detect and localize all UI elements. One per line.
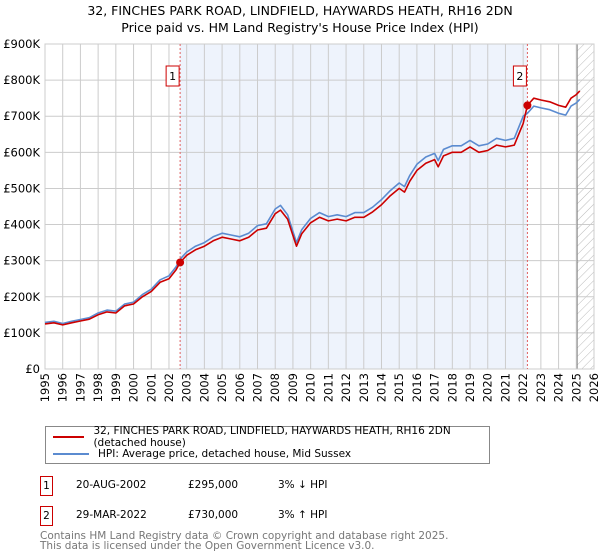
price-chart: 1995 1996 1997 1998 1999 2000 2001 2002 2003 2004… [3, 37, 600, 402]
x-tick-label: 1999 [109, 373, 123, 402]
sale-hpi-diff: 3% ↑ HPI [278, 509, 328, 521]
y-tick-label: £0 [25, 362, 40, 376]
x-tick-label: 2001 [144, 373, 158, 402]
x-tick-label: 2022 [516, 373, 530, 402]
x-tick-label: 2011 [321, 373, 335, 402]
legend-red-line [53, 436, 85, 438]
sale-label-box [165, 65, 180, 87]
x-tick-label: 2009 [286, 373, 300, 402]
y-tick-label: £500K [3, 181, 40, 195]
x-tick-label: 2024 [552, 373, 566, 402]
legend-hpi-label: HPI: Average price, detached house, Mid … [98, 448, 352, 460]
x-tick-label: 2008 [268, 373, 282, 402]
x-tick-label: 2020 [481, 373, 495, 402]
y-tick-label: £600K [3, 145, 40, 159]
chart-subtitle: Price paid vs. HM Land Registry's House … [121, 20, 479, 35]
future-hatched-region [577, 44, 594, 369]
x-tick-label: 2026 [587, 373, 600, 402]
sale-price: £295,000 [188, 479, 239, 491]
y-tick-label: £700K [3, 109, 40, 123]
x-tick-label: 2015 [392, 373, 406, 402]
x-tick-label: 2019 [463, 373, 477, 402]
x-tick-label: 2005 [215, 373, 229, 402]
x-tick-label: 1996 [56, 373, 70, 402]
sale-price: £730,000 [188, 509, 239, 521]
x-tick-label: 2014 [374, 373, 388, 402]
y-tick-label: £300K [3, 254, 40, 268]
x-tick-label: 2018 [445, 373, 459, 402]
y-tick-label: £200K [3, 290, 40, 304]
y-tick-label: £800K [3, 73, 40, 87]
sale-label: 1 [169, 70, 176, 83]
x-tick-label: 2017 [428, 373, 442, 402]
y-tick-label: £900K [3, 37, 40, 51]
y-tick-label: £100K [3, 326, 40, 340]
x-tick-label: 2003 [180, 373, 194, 402]
sale-label: 2 [516, 70, 523, 83]
sale-label-box [512, 65, 527, 87]
x-tick-label: 2004 [197, 373, 211, 402]
x-tick-label: 2010 [304, 373, 318, 402]
x-tick-label: 2002 [162, 373, 176, 402]
x-tick-label: 2007 [251, 373, 265, 402]
sale-date: 20-AUG-2002 [76, 479, 147, 491]
y-tick-label: £400K [3, 218, 40, 232]
x-tick-label: 2021 [498, 373, 512, 402]
x-tick-label: 2006 [233, 373, 247, 402]
footer-licence: This data is licensed under the Open Gov… [40, 540, 375, 552]
x-tick-label: 2016 [410, 373, 424, 402]
x-tick-label: 2023 [534, 373, 548, 402]
sale-badge: 2 [40, 506, 53, 526]
hpi-series-line [44, 98, 581, 325]
price-paid-series-line [44, 90, 581, 326]
x-tick-label: 2000 [127, 373, 141, 402]
footer-copyright: Contains HM Land Registry data © Crown c… [40, 530, 449, 542]
sale-row: 2 29-MAR-2022 £730,000 3% ↑ HPI [40, 506, 440, 526]
sale-point [523, 101, 532, 110]
x-tick-label: 1997 [73, 373, 87, 402]
x-tick-label: 1998 [91, 373, 105, 402]
ownership-period-shading [180, 44, 528, 369]
sale-row: 1 20-AUG-2002 £295,000 3% ↓ HPI [40, 476, 440, 496]
x-tick-label: 2025 [569, 373, 583, 402]
sale-date: 29-MAR-2022 [76, 509, 147, 521]
plot-border [44, 43, 595, 370]
sale-point [176, 258, 185, 267]
sale-hpi-diff: 3% ↓ HPI [278, 479, 328, 491]
legend: 32, FINCHES PARK ROAD, LINDFIELD, HAYWAR… [45, 425, 490, 464]
x-tick-label: 2012 [339, 373, 353, 402]
x-tick-label: 2013 [357, 373, 371, 402]
legend-property-label: 32, FINCHES PARK ROAD, LINDFIELD, HAYWAR… [93, 425, 451, 449]
x-tick-label: 1995 [38, 373, 52, 402]
legend-item-hpi: HPI: Average price, detached house, Mid … [46, 446, 351, 462]
chart-title: 32, FINCHES PARK ROAD, LINDFIELD, HAYWAR… [87, 3, 513, 18]
footer: Contains HM Land Registry data © Crown c… [40, 530, 449, 552]
sale-badge: 1 [40, 476, 53, 496]
legend-item-property: 32, FINCHES PARK ROAD, LINDFIELD, HAYWAR… [46, 425, 489, 449]
legend-blue-line [53, 453, 89, 455]
